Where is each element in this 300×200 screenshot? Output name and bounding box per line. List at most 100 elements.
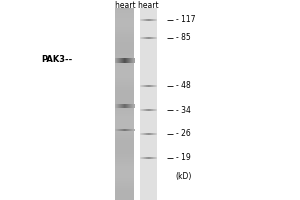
Bar <box>151 109 152 111</box>
Bar <box>131 104 132 108</box>
Bar <box>146 109 147 111</box>
Bar <box>115 123 134 126</box>
Bar <box>120 129 121 131</box>
Bar <box>148 157 149 159</box>
Bar <box>147 19 148 21</box>
Bar <box>144 133 145 135</box>
Bar <box>154 133 155 135</box>
Bar <box>128 104 129 108</box>
Bar <box>124 58 125 62</box>
Bar <box>143 37 144 39</box>
Bar <box>123 129 124 131</box>
Bar <box>145 85 146 87</box>
Bar <box>142 19 143 21</box>
Bar <box>147 157 148 159</box>
Bar <box>145 109 146 111</box>
Bar <box>123 129 124 131</box>
Bar <box>125 58 127 62</box>
Bar <box>153 85 154 87</box>
Bar <box>127 129 128 131</box>
Bar <box>120 58 121 62</box>
Bar <box>154 37 155 39</box>
Bar <box>122 129 123 131</box>
Bar <box>141 19 142 21</box>
Bar <box>155 85 156 87</box>
Bar <box>117 104 118 108</box>
Bar <box>153 85 154 87</box>
Bar <box>150 109 151 111</box>
Bar <box>150 133 151 135</box>
Bar <box>115 104 116 108</box>
Bar <box>148 19 149 21</box>
Bar <box>115 34 134 37</box>
Bar <box>148 109 149 111</box>
Bar <box>156 85 157 87</box>
Bar <box>149 157 150 159</box>
Bar <box>149 19 150 21</box>
Bar <box>144 157 145 159</box>
Bar <box>144 109 145 111</box>
Bar <box>115 99 134 102</box>
Text: - 85: - 85 <box>176 33 190 43</box>
Bar <box>154 109 155 111</box>
Bar <box>155 19 156 21</box>
Bar <box>145 37 146 39</box>
Bar <box>144 133 145 135</box>
Bar <box>126 104 127 108</box>
Bar <box>149 19 150 21</box>
Bar <box>155 37 156 39</box>
Bar <box>155 19 156 21</box>
Bar <box>116 104 117 108</box>
Bar <box>156 37 157 39</box>
Bar <box>144 37 145 39</box>
Bar <box>115 68 134 70</box>
Bar <box>115 171 134 174</box>
Bar <box>152 109 153 111</box>
Bar <box>147 157 148 159</box>
Bar <box>132 129 133 131</box>
Text: - 48: - 48 <box>176 82 190 90</box>
Bar <box>151 133 152 135</box>
Bar <box>121 129 122 131</box>
Bar <box>115 130 134 133</box>
Bar <box>120 129 121 131</box>
Bar <box>150 19 151 21</box>
Bar <box>156 19 157 21</box>
Bar <box>155 133 156 135</box>
Bar <box>131 58 132 62</box>
Bar <box>115 106 134 109</box>
Bar <box>115 166 134 169</box>
Bar <box>147 19 148 21</box>
Bar <box>141 133 142 135</box>
Bar <box>146 85 147 87</box>
Bar <box>115 129 116 131</box>
Bar <box>115 70 134 73</box>
Bar <box>145 133 146 135</box>
Bar <box>115 159 134 162</box>
Bar <box>115 157 134 159</box>
Bar <box>131 58 132 62</box>
Bar <box>115 82 134 85</box>
Bar <box>115 190 134 193</box>
Bar <box>115 8 134 10</box>
Bar <box>146 109 147 111</box>
Bar <box>115 164 134 166</box>
Bar <box>149 85 150 87</box>
Bar <box>115 61 134 63</box>
Bar <box>153 157 154 159</box>
Bar <box>155 85 156 87</box>
Bar <box>153 19 154 21</box>
Bar <box>128 129 129 131</box>
Bar <box>116 104 117 108</box>
Bar <box>153 109 154 111</box>
Bar <box>149 37 150 39</box>
Bar <box>150 85 151 87</box>
Bar <box>140 85 141 87</box>
Bar <box>152 157 153 159</box>
Bar <box>134 129 135 131</box>
Bar <box>147 85 148 87</box>
Bar <box>150 37 151 39</box>
Bar <box>125 129 126 131</box>
Bar <box>152 19 153 21</box>
Bar <box>148 85 149 87</box>
